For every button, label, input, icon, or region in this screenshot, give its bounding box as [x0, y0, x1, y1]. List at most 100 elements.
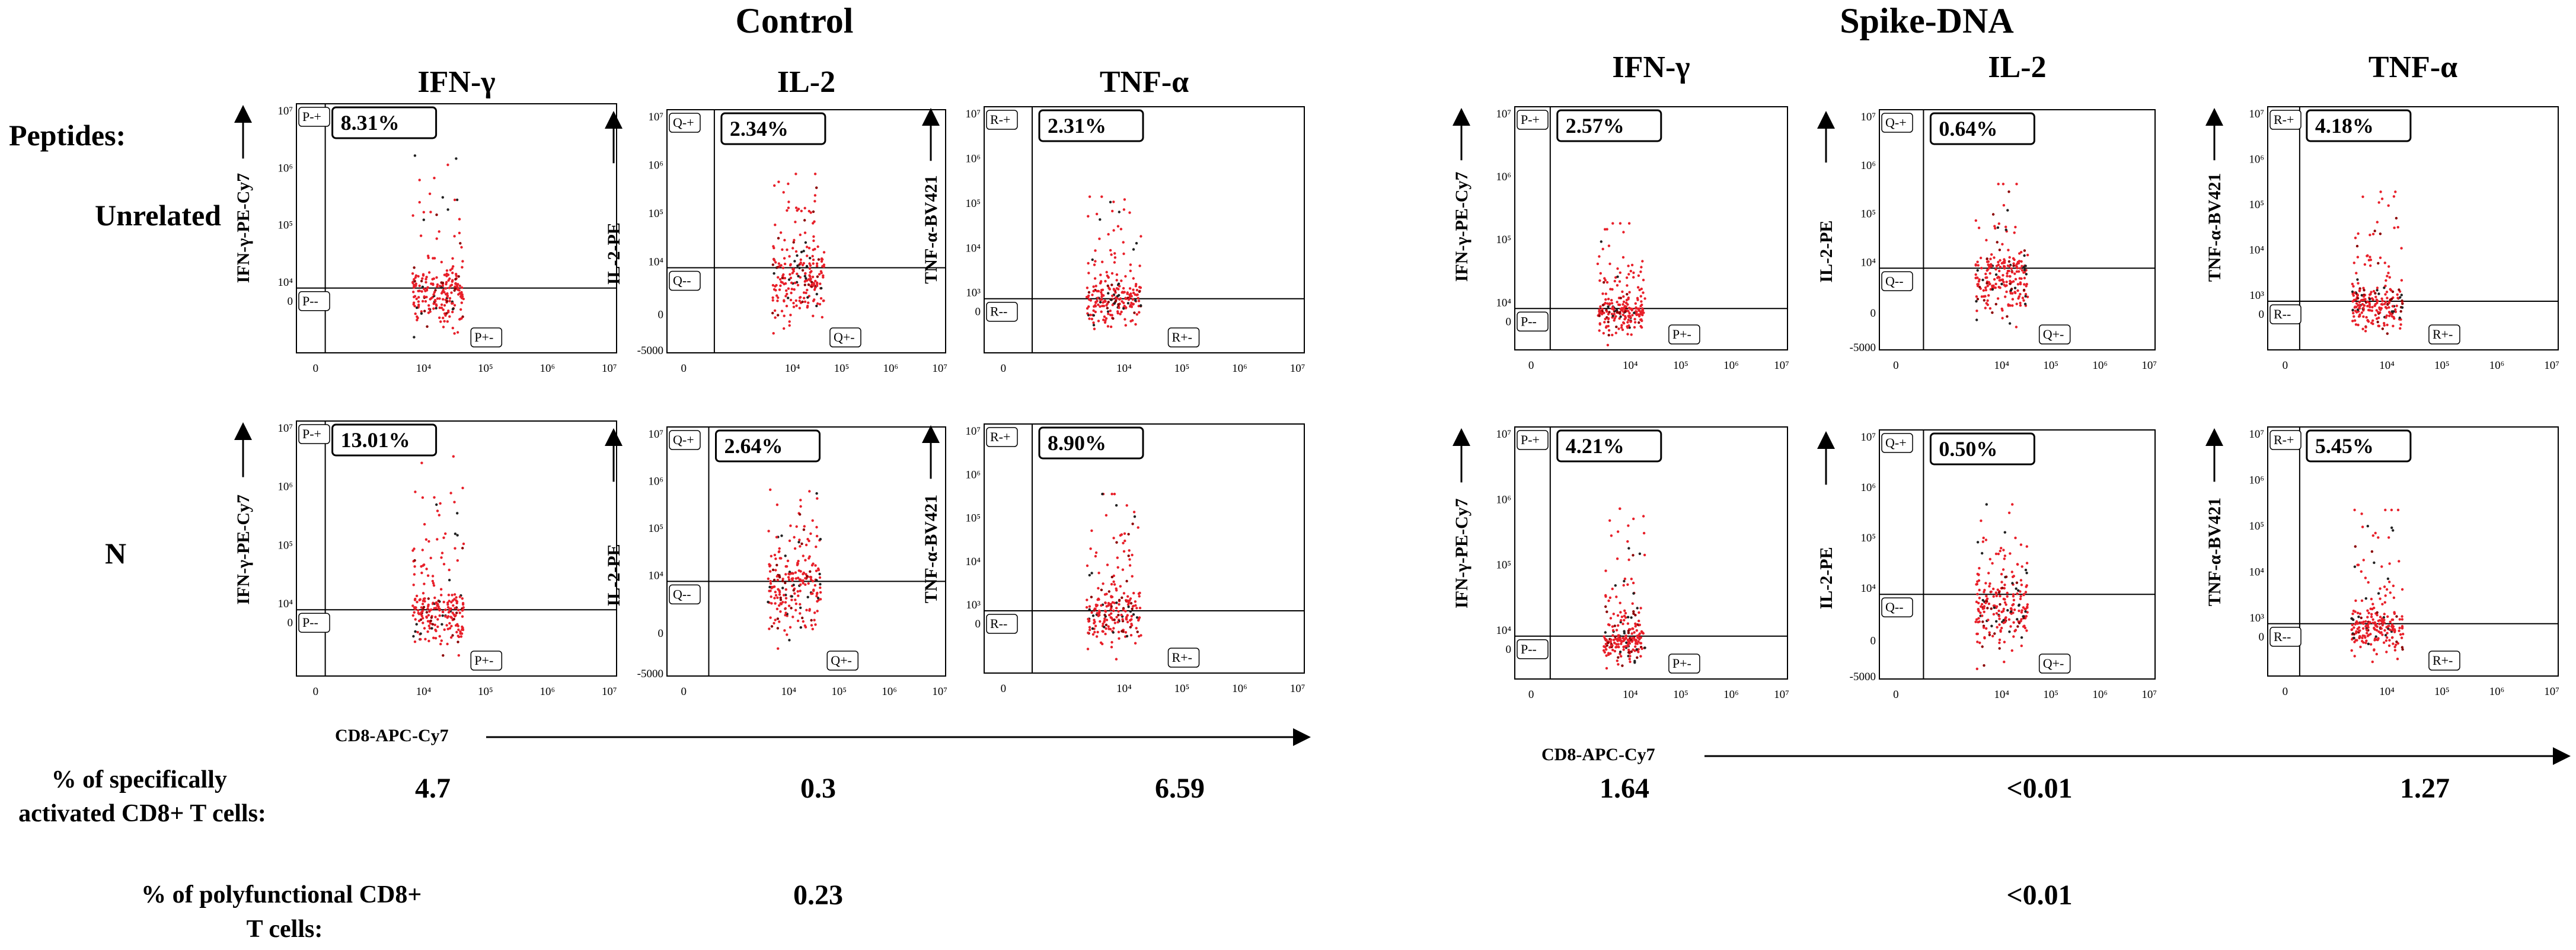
event-dot	[1110, 646, 1113, 649]
event-dot	[1640, 303, 1643, 307]
y-tick-label: 10⁷	[648, 428, 663, 441]
event-dot	[438, 230, 440, 233]
event-dot	[1630, 308, 1633, 312]
event-dot	[2378, 623, 2381, 626]
event-dot	[2371, 319, 2374, 322]
event-dot	[1998, 641, 2001, 645]
y-tick-label: 10⁴	[2249, 244, 2264, 257]
event-dot	[769, 616, 772, 619]
y-tick-label: 10³	[966, 287, 981, 299]
event-dot	[1632, 276, 1635, 279]
event-dot	[413, 283, 416, 286]
event-dot	[2003, 586, 2006, 590]
event-dot	[1624, 310, 1627, 313]
x-tick-label: 0	[1893, 688, 1899, 701]
event-dot	[1617, 656, 1620, 659]
event-dot	[802, 572, 805, 576]
event-dot	[1115, 607, 1118, 610]
event-dot	[1612, 613, 1615, 616]
event-dot	[440, 307, 443, 310]
event-dot	[1610, 302, 1614, 305]
event-dot	[1092, 289, 1096, 292]
event-dot	[425, 295, 428, 299]
event-dot	[819, 583, 822, 586]
event-dot	[1106, 307, 1109, 310]
x-tick-label: 10⁵	[831, 686, 847, 698]
event-dot	[2012, 621, 2015, 624]
event-dot	[1094, 310, 1097, 314]
event-dot	[1637, 308, 1640, 311]
event-dot	[805, 608, 808, 612]
event-dot	[1984, 286, 1987, 289]
event-dot	[1121, 568, 1125, 571]
event-dot	[1099, 218, 1102, 221]
event-dot	[2018, 270, 2020, 273]
event-dot	[2387, 204, 2390, 207]
event-dot	[1631, 627, 1634, 630]
event-dot	[812, 239, 815, 243]
event-dot	[792, 301, 795, 305]
event-dot	[414, 312, 417, 315]
gate-label-lower-left: R--	[990, 304, 1007, 319]
event-dot	[453, 500, 456, 503]
event-dot	[2367, 581, 2370, 584]
event-dot	[789, 626, 792, 629]
event-dot	[458, 284, 461, 288]
event-dot	[1110, 314, 1114, 317]
event-dot	[2373, 561, 2376, 565]
event-dot	[769, 579, 772, 583]
event-dot	[1624, 316, 1627, 320]
event-dot	[794, 206, 798, 209]
event-dot	[1606, 302, 1609, 305]
event-dot	[1087, 305, 1090, 308]
y-tick-label: 10³	[2249, 289, 2264, 302]
event-dot	[1621, 664, 1624, 667]
event-dot	[809, 578, 813, 581]
event-dot	[2371, 607, 2374, 611]
event-dot	[2380, 197, 2384, 200]
event-dot	[2383, 619, 2386, 621]
event-dot	[435, 237, 438, 240]
event-dot	[773, 247, 775, 250]
event-dot	[1110, 595, 1113, 599]
event-dot	[448, 568, 451, 572]
event-dot	[1638, 552, 1642, 555]
quadrant-percentage: 2.57%	[1566, 114, 1624, 138]
event-dot	[2004, 575, 2008, 578]
event-dot	[1632, 612, 1635, 616]
event-dot	[815, 592, 819, 595]
event-dot	[770, 554, 773, 557]
event-dot	[2366, 525, 2369, 528]
event-dot	[419, 598, 422, 601]
event-dot	[441, 281, 445, 285]
event-dot	[2363, 289, 2366, 292]
event-dot	[1094, 285, 1097, 288]
y-tick-label: 10⁶	[965, 468, 981, 481]
event-dot	[792, 241, 795, 244]
event-dot	[1122, 241, 1125, 244]
event-dot	[1085, 295, 1089, 299]
x-tick-label: 10⁷	[2141, 688, 2157, 701]
event-dot	[2354, 545, 2357, 548]
event-dot	[1110, 492, 1113, 496]
event-dot	[449, 492, 452, 495]
event-dot	[441, 196, 444, 199]
event-dot	[1616, 530, 1620, 533]
event-dot	[811, 519, 814, 522]
event-dot	[452, 265, 455, 268]
event-dot	[2383, 585, 2386, 588]
event-dot	[2012, 635, 2015, 638]
event-dot	[2385, 651, 2388, 653]
event-dot	[2390, 310, 2393, 313]
event-dot	[793, 547, 797, 550]
event-dot	[445, 312, 448, 315]
event-dot	[781, 579, 784, 582]
group-title-spike-dna: Spike-DNA	[1840, 1, 2013, 40]
event-dot	[2401, 588, 2404, 591]
event-dot	[2370, 613, 2373, 616]
event-dot	[2373, 639, 2376, 642]
event-dot	[431, 623, 434, 626]
event-dots	[411, 154, 465, 339]
event-dot	[1636, 642, 1639, 645]
